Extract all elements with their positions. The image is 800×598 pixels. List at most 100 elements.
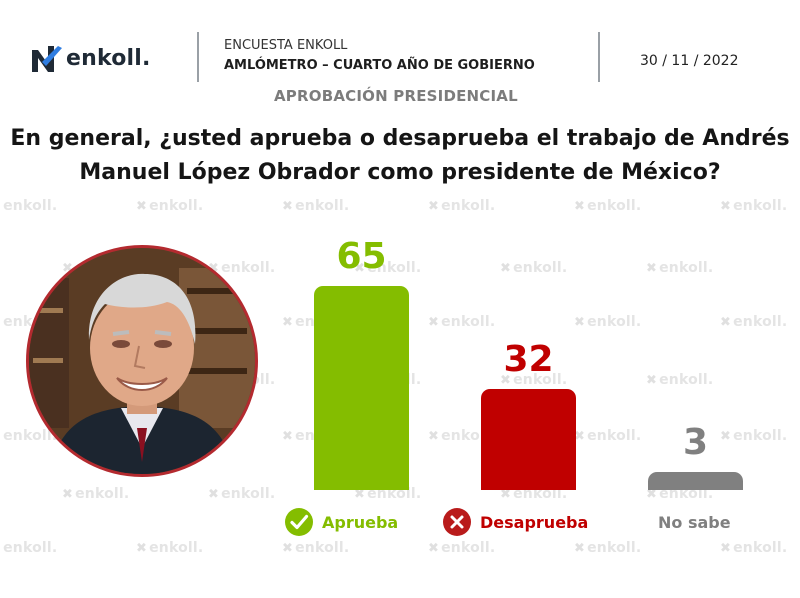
watermark: ✖enkoll.: [0, 428, 57, 444]
watermark-text: enkoll.: [441, 314, 496, 330]
brand-logo: enkoll.: [28, 40, 151, 76]
watermark-text: enkoll.: [221, 486, 276, 502]
watermark-logo-icon: ✖: [282, 315, 294, 330]
watermark: ✖enkoll.: [720, 540, 787, 556]
watermark-text: enkoll.: [149, 540, 204, 556]
header: enkoll. ENCUESTA ENKOLL AMLÓMETRO – CUAR…: [0, 0, 800, 110]
watermark: ✖enkoll.: [574, 198, 641, 214]
watermark: ✖enkoll.: [646, 260, 713, 276]
brand-name: enkoll.: [66, 45, 151, 71]
watermark: ✖enkoll.: [720, 314, 787, 330]
watermark: ✖enkoll.: [354, 486, 421, 502]
watermark-logo-icon: ✖: [574, 199, 586, 214]
watermark-text: enkoll.: [221, 260, 276, 276]
question-line-2: Manuel López Obrador como presidente de …: [79, 160, 721, 185]
watermark-text: enkoll.: [513, 260, 568, 276]
watermark-text: enkoll.: [587, 314, 642, 330]
survey-date: 30 / 11 / 2022: [640, 53, 739, 69]
watermark-text: enkoll.: [513, 486, 568, 502]
watermark-logo-icon: ✖: [500, 373, 512, 388]
watermark-text: enkoll.: [659, 372, 714, 388]
watermark-logo-icon: ✖: [282, 541, 294, 556]
watermark-logo-icon: ✖: [0, 429, 1, 444]
watermark: ✖enkoll.: [646, 486, 713, 502]
value-label-desaprueba: 32: [503, 339, 554, 381]
watermark-logo-icon: ✖: [720, 429, 732, 444]
legend-label-desaprueba: Desaprueba: [480, 512, 589, 532]
watermark-logo-icon: ✖: [646, 373, 658, 388]
watermark-text: enkoll.: [733, 314, 788, 330]
watermark: ✖enkoll.: [428, 540, 495, 556]
watermark-text: enkoll.: [3, 428, 58, 444]
president-portrait: [26, 245, 258, 477]
watermark-text: enkoll.: [441, 540, 496, 556]
watermark-logo-icon: ✖: [500, 487, 512, 502]
question-line-1: En general, ¿usted aprueba o desaprueba …: [10, 126, 790, 151]
watermark: ✖enkoll.: [0, 198, 57, 214]
watermark-text: enkoll.: [295, 198, 350, 214]
watermark: ✖enkoll.: [500, 372, 567, 388]
watermark: ✖enkoll.: [720, 428, 787, 444]
watermark: ✖enkoll.: [646, 372, 713, 388]
watermark-logo-icon: ✖: [62, 261, 74, 276]
watermark: ✖enkoll.: [136, 198, 203, 214]
watermark-logo-icon: ✖: [720, 541, 732, 556]
watermark-text: enkoll.: [3, 198, 58, 214]
survey-name: ENCUESTA ENKOLL: [224, 38, 348, 53]
watermark: ✖enkoll.: [0, 540, 57, 556]
watermark-logo-icon: ✖: [574, 541, 586, 556]
watermark: ✖enkoll.: [500, 260, 567, 276]
watermark-logo-icon: ✖: [208, 487, 220, 502]
watermark-logo-icon: ✖: [428, 429, 440, 444]
watermark-logo-icon: ✖: [62, 487, 74, 502]
watermark-logo-icon: ✖: [136, 541, 148, 556]
survey-topic: APROBACIÓN PRESIDENCIAL: [274, 87, 518, 105]
legend-desaprueba: Desaprueba: [442, 506, 588, 538]
watermark: ✖enkoll.: [282, 540, 349, 556]
watermark-text: enkoll.: [733, 540, 788, 556]
watermark-logo-icon: ✖: [428, 199, 440, 214]
watermark: ✖enkoll.: [208, 260, 275, 276]
header-divider: [197, 32, 199, 82]
watermark: ✖enkoll.: [428, 314, 495, 330]
watermark-logo-icon: ✖: [354, 487, 366, 502]
watermark-logo-icon: ✖: [354, 261, 366, 276]
bar-desaprueba: [481, 389, 576, 490]
watermark-logo-icon: ✖: [500, 261, 512, 276]
bar-no-sabe: [648, 472, 743, 490]
watermark-logo-icon: ✖: [0, 315, 1, 330]
watermark: ✖enkoll.: [136, 540, 203, 556]
watermark-text: enkoll.: [733, 428, 788, 444]
watermark-logo-icon: ✖: [282, 429, 294, 444]
watermark-logo-icon: ✖: [428, 315, 440, 330]
watermark-text: enkoll.: [659, 260, 714, 276]
watermark-text: enkoll.: [75, 486, 130, 502]
value-label-no-sabe: 3: [682, 422, 709, 463]
legend-label-aprueba: Aprueba: [322, 512, 399, 532]
watermark-text: enkoll.: [149, 198, 204, 214]
watermark-text: enkoll.: [587, 428, 642, 444]
enkoll-logo-icon: [32, 46, 62, 72]
watermark-text: enkoll.: [441, 198, 496, 214]
watermark-logo-icon: ✖: [0, 541, 1, 556]
watermark: ✖enkoll.: [428, 198, 495, 214]
watermark-logo-icon: ✖: [574, 429, 586, 444]
watermark: ✖enkoll.: [720, 198, 787, 214]
watermark-text: enkoll.: [367, 486, 422, 502]
watermark-logo-icon: ✖: [282, 199, 294, 214]
watermark: ✖enkoll.: [500, 486, 567, 502]
watermark-text: enkoll.: [3, 540, 58, 556]
watermark: ✖enkoll.: [62, 486, 129, 502]
watermark-logo-icon: ✖: [136, 199, 148, 214]
watermark: ✖enkoll.: [208, 486, 275, 502]
watermark: ✖enkoll.: [574, 540, 641, 556]
watermark-text: enkoll.: [659, 486, 714, 502]
header-divider: [598, 32, 600, 82]
legend-aprueba: Aprueba: [284, 506, 398, 538]
watermark: ✖enkoll.: [354, 260, 421, 276]
legend-label-no-sabe: No sabe: [658, 512, 731, 532]
portrait-illustration: [29, 248, 255, 474]
check-icon: [285, 508, 313, 536]
watermark-logo-icon: ✖: [428, 541, 440, 556]
